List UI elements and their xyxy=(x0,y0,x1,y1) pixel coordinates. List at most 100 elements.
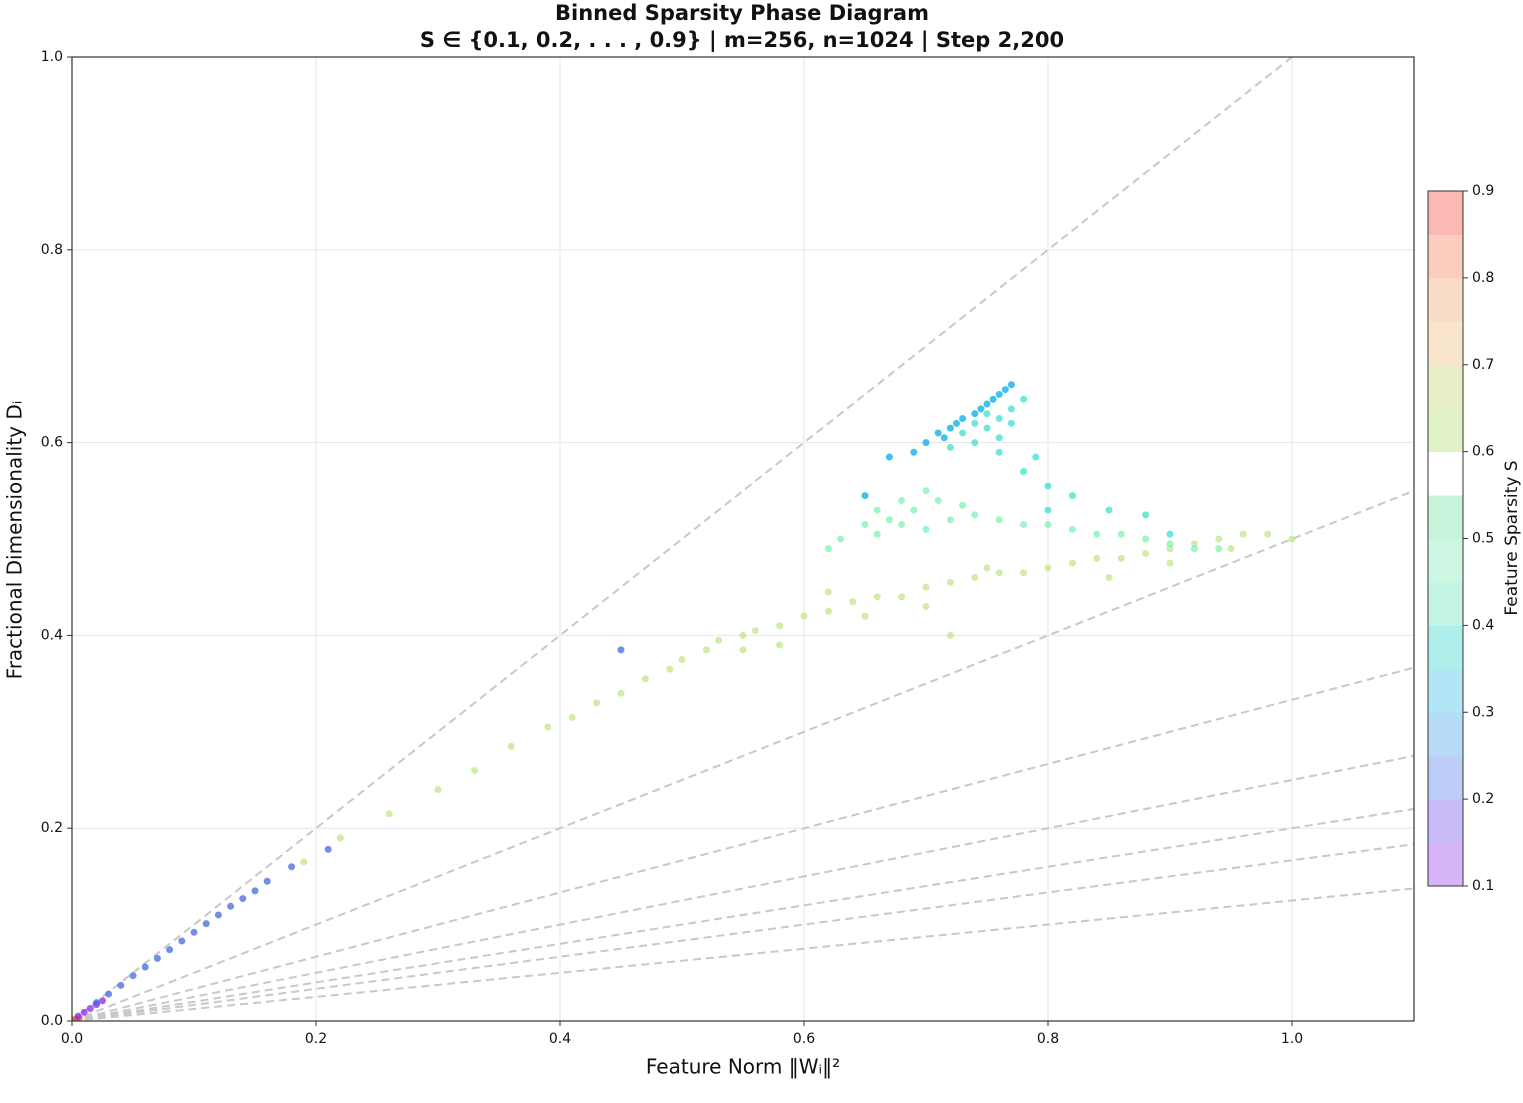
point xyxy=(1215,545,1223,553)
point xyxy=(1001,386,1009,394)
point xyxy=(300,858,308,866)
colorbar-band xyxy=(1428,451,1463,496)
point xyxy=(1093,554,1101,562)
reference-line xyxy=(72,807,1414,1021)
point xyxy=(263,877,271,885)
chart-title: Binned Sparsity Phase Diagram xyxy=(555,1,929,25)
reference-line xyxy=(72,887,1414,1021)
point xyxy=(617,689,625,697)
point xyxy=(739,646,747,654)
point xyxy=(715,636,723,644)
x-tick-label: 0.4 xyxy=(549,1031,571,1047)
point xyxy=(117,981,125,989)
y-tick-label: 0.2 xyxy=(41,820,63,836)
point xyxy=(324,845,332,853)
point xyxy=(1264,530,1272,538)
point xyxy=(1007,381,1015,389)
point xyxy=(666,665,674,673)
point xyxy=(507,742,515,750)
point xyxy=(873,506,881,514)
point xyxy=(922,487,930,495)
point xyxy=(1142,535,1150,543)
point xyxy=(1044,564,1052,572)
point xyxy=(1007,419,1015,427)
point xyxy=(1288,535,1296,543)
point xyxy=(977,405,985,413)
point xyxy=(1190,545,1198,553)
x-tick-label: 0.0 xyxy=(61,1031,83,1047)
point xyxy=(910,448,918,456)
point xyxy=(1007,405,1015,413)
point xyxy=(1105,574,1113,582)
colorbar-band xyxy=(1428,321,1463,366)
point xyxy=(873,593,881,601)
point xyxy=(74,1012,82,1020)
x-axis-label: Feature Norm ‖Wᵢ‖² xyxy=(646,1055,840,1079)
point xyxy=(1068,492,1076,500)
point xyxy=(995,448,1003,456)
point xyxy=(99,997,106,1005)
point xyxy=(824,545,832,553)
colorbar-band xyxy=(1428,191,1463,235)
point xyxy=(544,723,552,731)
point xyxy=(946,443,954,451)
colorbar-band xyxy=(1428,712,1463,757)
point xyxy=(1105,506,1113,514)
reference-line xyxy=(72,57,1294,1021)
point xyxy=(202,920,210,928)
colorbar-tick-label: 0.6 xyxy=(1472,444,1494,460)
reference-line xyxy=(72,666,1414,1021)
point xyxy=(922,439,930,447)
colorbar-band xyxy=(1428,495,1463,539)
point xyxy=(214,911,222,919)
point xyxy=(617,646,625,654)
point xyxy=(959,415,967,422)
point xyxy=(129,972,137,980)
point xyxy=(922,525,930,533)
point xyxy=(80,1008,88,1016)
point xyxy=(824,607,832,615)
point xyxy=(910,506,918,514)
point xyxy=(288,863,296,871)
colorbar-tick-label: 0.8 xyxy=(1472,270,1494,286)
point xyxy=(934,429,942,437)
point xyxy=(1166,559,1174,567)
y-tick-label: 0.0 xyxy=(41,1013,63,1029)
point xyxy=(1166,540,1174,548)
chart-subtitle: S ∈ {0.1, 0.2, . . . , 0.9} | m=256, n=1… xyxy=(420,28,1064,53)
point xyxy=(86,1004,94,1012)
point xyxy=(1020,395,1028,403)
point xyxy=(105,990,113,998)
point xyxy=(1166,530,1174,538)
point xyxy=(983,400,991,408)
point xyxy=(861,612,869,620)
point xyxy=(776,622,784,630)
point xyxy=(227,902,235,910)
point xyxy=(471,766,479,774)
colorbar-tick-label: 0.7 xyxy=(1472,357,1494,373)
point xyxy=(385,810,393,818)
reference-line xyxy=(72,843,1414,1021)
point xyxy=(953,419,960,427)
point xyxy=(1093,530,1101,538)
point xyxy=(1215,535,1223,543)
point xyxy=(849,598,857,606)
reference-lines xyxy=(72,57,1414,1021)
point xyxy=(971,511,979,519)
point xyxy=(776,641,784,649)
point xyxy=(800,612,808,620)
point xyxy=(593,699,601,707)
y-tick-label: 0.6 xyxy=(41,435,63,451)
point xyxy=(1032,453,1040,461)
colorbar-band xyxy=(1428,668,1463,713)
point xyxy=(837,535,845,543)
point xyxy=(971,410,979,418)
point xyxy=(922,583,930,591)
point xyxy=(1068,559,1076,567)
point xyxy=(1044,482,1052,490)
colorbar-tick-label: 0.4 xyxy=(1472,617,1494,633)
point xyxy=(1117,530,1125,538)
point xyxy=(678,656,686,663)
points xyxy=(72,381,1296,1021)
point xyxy=(824,588,832,596)
